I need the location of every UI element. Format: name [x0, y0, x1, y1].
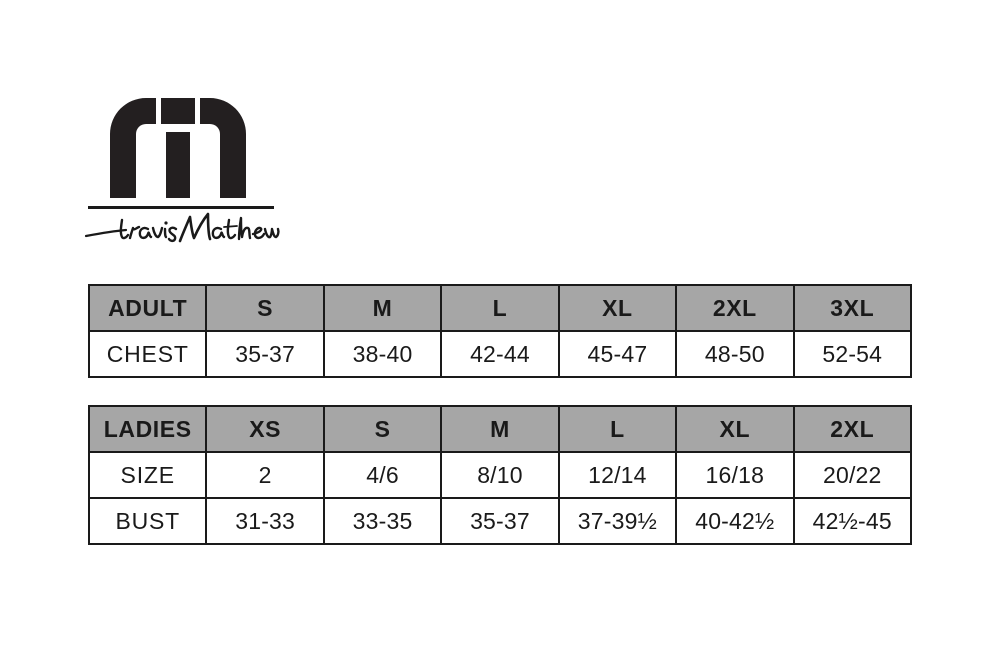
cell-chest-2xl: 48-50 — [675, 330, 795, 378]
row-label-bust: BUST — [87, 497, 208, 545]
header-cell-ladies-2xl: 2XL — [792, 405, 913, 453]
header-cell-adult-2xl: 2XL — [675, 284, 795, 332]
header-cell-adult-xl: XL — [557, 284, 678, 332]
table-header-row: ADULT S M L XL 2XL 3XL — [87, 284, 913, 332]
cell-size-l: 12/14 — [557, 451, 678, 499]
header-cell-adult-l: L — [440, 284, 560, 332]
brand-logo-block — [84, 98, 288, 247]
brand-divider — [88, 206, 274, 209]
cell-bust-xl: 40-42½ — [675, 497, 795, 545]
table-row: CHEST 35-37 38-40 42-44 45-47 48-50 52-5… — [87, 330, 913, 378]
header-cell-adult-3xl: 3XL — [792, 284, 913, 332]
header-cell-ladies-s: S — [322, 405, 443, 453]
ladies-size-table: LADIES XS S M L XL 2XL SIZE 2 4/6 8/10 1… — [87, 405, 913, 545]
cell-chest-3xl: 52-54 — [792, 330, 913, 378]
cell-size-m: 8/10 — [440, 451, 560, 499]
header-cell-ladies: LADIES — [87, 405, 208, 453]
cell-bust-2xl: 42½-45 — [792, 497, 913, 545]
adult-size-table: ADULT S M L XL 2XL 3XL CHEST 35-37 38-40… — [87, 284, 913, 378]
cell-size-xl: 16/18 — [675, 451, 795, 499]
header-cell-ladies-l: L — [557, 405, 678, 453]
cell-bust-xs: 31-33 — [205, 497, 325, 545]
travismathew-m-monogram-icon — [110, 98, 246, 198]
table-row: SIZE 2 4/6 8/10 12/14 16/18 20/22 — [87, 451, 913, 499]
cell-chest-l: 42-44 — [440, 330, 560, 378]
cell-size-s: 4/6 — [322, 451, 443, 499]
cell-bust-m: 35-37 — [440, 497, 560, 545]
header-cell-adult: ADULT — [87, 284, 208, 332]
cell-bust-l: 37-39½ — [557, 497, 678, 545]
row-label-size: SIZE — [87, 451, 208, 499]
travismathew-signature-icon — [84, 212, 280, 243]
cell-size-xs: 2 — [205, 451, 325, 499]
row-label-chest: CHEST — [87, 330, 208, 378]
cell-chest-xl: 45-47 — [557, 330, 678, 378]
header-cell-ladies-xs: XS — [205, 405, 325, 453]
header-cell-adult-s: S — [205, 284, 325, 332]
table-header-row: LADIES XS S M L XL 2XL — [87, 405, 913, 453]
table-row: BUST 31-33 33-35 35-37 37-39½ 40-42½ 42½… — [87, 497, 913, 545]
cell-chest-s: 35-37 — [205, 330, 325, 378]
header-cell-adult-m: M — [322, 284, 443, 332]
cell-bust-s: 33-35 — [322, 497, 443, 545]
header-cell-ladies-m: M — [440, 405, 560, 453]
cell-chest-m: 38-40 — [322, 330, 443, 378]
header-cell-ladies-xl: XL — [675, 405, 795, 453]
cell-size-2xl: 20/22 — [792, 451, 913, 499]
